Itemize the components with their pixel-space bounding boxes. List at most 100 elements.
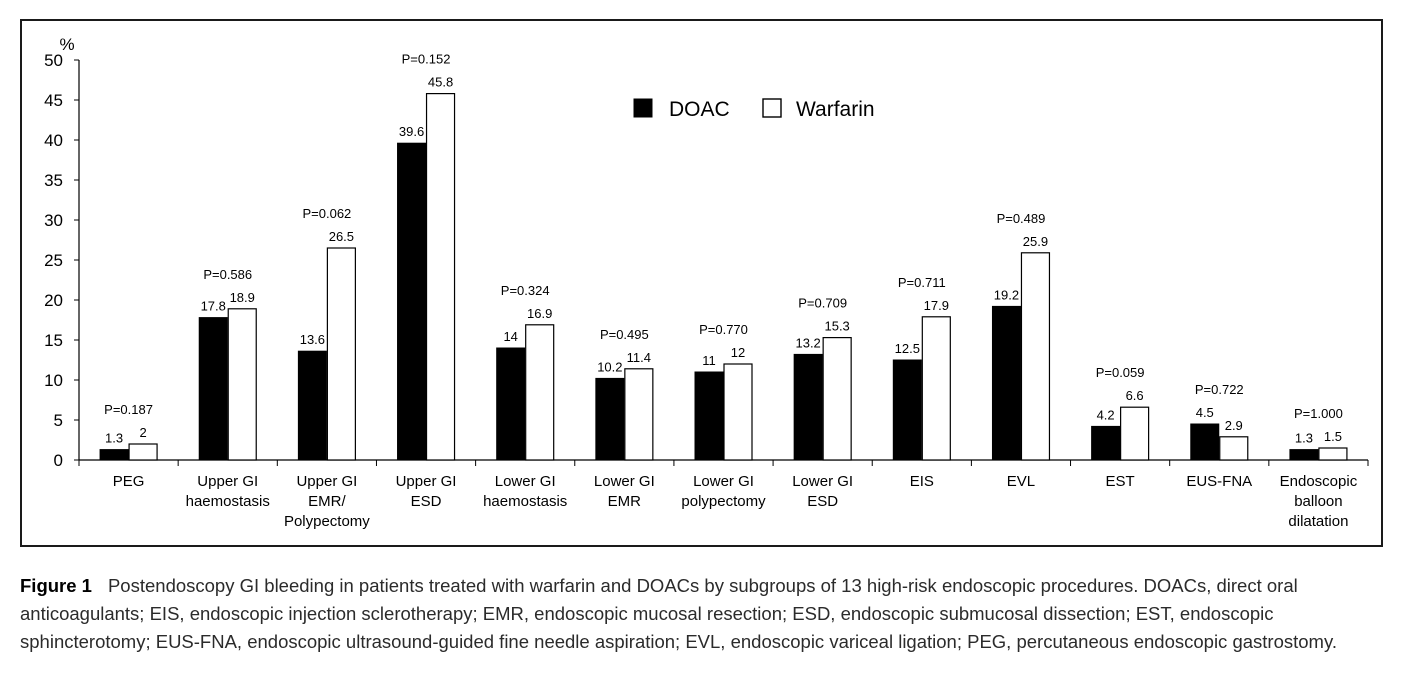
p-value-label: P=0.770: [699, 322, 748, 337]
data-label-warfarin: 11.4: [627, 350, 651, 365]
category-label: Endoscopic: [1280, 473, 1358, 490]
figure-caption: Figure 1 Postendoscopy GI bleeding in pat…: [20, 572, 1383, 656]
bar-doac: [496, 347, 526, 461]
y-tick-label: 35: [44, 171, 63, 190]
p-value-label: P=0.152: [402, 52, 451, 67]
y-tick-label: 30: [44, 211, 63, 230]
category-label: EST: [1106, 473, 1135, 490]
bar-warfarin: [1318, 447, 1348, 461]
bar-warfarin: [1020, 252, 1051, 461]
category-label: Upper GI: [296, 473, 357, 490]
category-label: haemostasis: [483, 493, 567, 510]
data-label-warfarin: 25.9: [1023, 234, 1048, 249]
bar-doac: [397, 142, 427, 461]
data-label-warfarin: 1.5: [1324, 429, 1342, 444]
data-label-doac: 1.3: [1295, 431, 1313, 446]
bar-doac: [297, 350, 327, 461]
data-label-doac: 19.2: [994, 287, 1019, 302]
y-tick-label: 10: [44, 371, 63, 390]
category-label: Lower GI: [594, 473, 655, 490]
p-value-label: P=0.187: [104, 402, 153, 417]
data-label-doac: 39.6: [399, 124, 424, 139]
data-label-doac: 1.3: [105, 431, 123, 446]
bar-warfarin: [1120, 406, 1150, 461]
data-label-doac: 17.8: [201, 299, 226, 314]
bar-doac: [991, 305, 1021, 461]
bar-warfarin: [227, 308, 257, 461]
legend-swatch-doac: [633, 98, 653, 118]
category-label: Polypectomy: [284, 513, 370, 530]
bar-chart: 0 5 10 15 20 25 30 35 40 45 50% 1.3 2 P=0.187 PEG 17.8 1…: [44, 35, 1369, 530]
data-label-warfarin: 45.8: [428, 75, 453, 90]
legend-label-warfarin: Warfarin: [796, 98, 875, 121]
category-label: balloon: [1294, 493, 1342, 510]
data-label-warfarin: 26.5: [329, 229, 354, 244]
bar-warfarin: [128, 443, 158, 461]
p-value-label: P=0.586: [203, 267, 252, 282]
data-label-doac: 11: [702, 353, 716, 368]
category-label: dilatation: [1288, 513, 1348, 530]
category-label: Upper GI: [197, 473, 258, 490]
bar-doac: [1190, 423, 1220, 461]
chart-frame: 0 5 10 15 20 25 30 35 40 45 50% 1.3 2 P=0.187 PEG 17.8 1…: [20, 19, 1383, 547]
data-label-warfarin: 17.9: [924, 298, 949, 313]
p-value-label: P=0.489: [997, 211, 1046, 226]
data-label-doac: 13.2: [795, 335, 820, 350]
data-label-warfarin: 12: [731, 345, 745, 360]
category-label: ESD: [807, 493, 838, 510]
p-value-label: P=1.000: [1294, 406, 1343, 421]
legend-swatch-warfarin: [762, 98, 782, 118]
category-label: polypectomy: [681, 493, 766, 510]
bar-warfarin: [921, 316, 951, 461]
bar-warfarin: [326, 247, 356, 461]
category-label: EMR: [608, 493, 642, 510]
data-label-warfarin: 18.9: [230, 290, 255, 305]
category-label: EIS: [910, 473, 934, 490]
bar-warfarin: [1219, 436, 1249, 461]
bar-warfarin: [723, 363, 753, 461]
data-label-warfarin: 15.3: [824, 319, 849, 334]
category-label: Upper GI: [396, 473, 457, 490]
data-label-doac: 10.2: [597, 359, 622, 374]
p-value-label: P=0.062: [302, 206, 351, 221]
data-label-warfarin: 2.9: [1225, 418, 1243, 433]
bar-doac: [595, 377, 625, 461]
category-label: Lower GI: [495, 473, 556, 490]
p-value-label: P=0.324: [501, 283, 550, 298]
p-value-label: P=0.711: [898, 275, 946, 290]
y-unit-label: %: [59, 35, 74, 54]
data-label-warfarin: 16.9: [527, 306, 552, 321]
caption-text: Postendoscopy GI bleeding in patients tr…: [20, 575, 1337, 652]
category-label: Lower GI: [693, 473, 754, 490]
category-label: haemostasis: [186, 493, 270, 510]
data-label-doac: 13.6: [300, 332, 325, 347]
bar-doac: [1289, 449, 1319, 461]
bar-doac: [198, 317, 228, 461]
bar-warfarin: [822, 337, 852, 461]
y-tick-label: 5: [54, 411, 63, 430]
data-label-warfarin: 2: [139, 425, 146, 440]
data-label-doac: 4.5: [1196, 405, 1214, 420]
data-label-warfarin: 6.6: [1126, 388, 1144, 403]
y-tick-label: 50: [44, 51, 63, 70]
bar-doac: [694, 371, 724, 461]
bar-doac: [892, 359, 922, 461]
bar-warfarin: [624, 368, 654, 461]
p-value-label: P=0.722: [1195, 382, 1244, 397]
y-tick-label: 20: [44, 291, 63, 310]
y-tick-label: 15: [44, 331, 63, 350]
category-label: Lower GI: [792, 473, 853, 490]
bar-warfarin: [525, 324, 555, 461]
category-label: EVL: [1007, 473, 1035, 490]
data-label-doac: 12.5: [895, 341, 920, 356]
bar-warfarin: [425, 92, 456, 461]
data-label-doac: 4.2: [1097, 407, 1115, 422]
bar-doac: [1091, 425, 1121, 461]
bar-doac: [793, 353, 823, 461]
legend-label-doac: DOAC: [669, 98, 730, 121]
y-tick-label: 45: [44, 91, 63, 110]
y-tick-label: 40: [44, 131, 63, 150]
category-label: ESD: [411, 493, 442, 510]
caption-label: Figure 1: [20, 575, 92, 596]
p-value-label: P=0.059: [1096, 365, 1145, 380]
